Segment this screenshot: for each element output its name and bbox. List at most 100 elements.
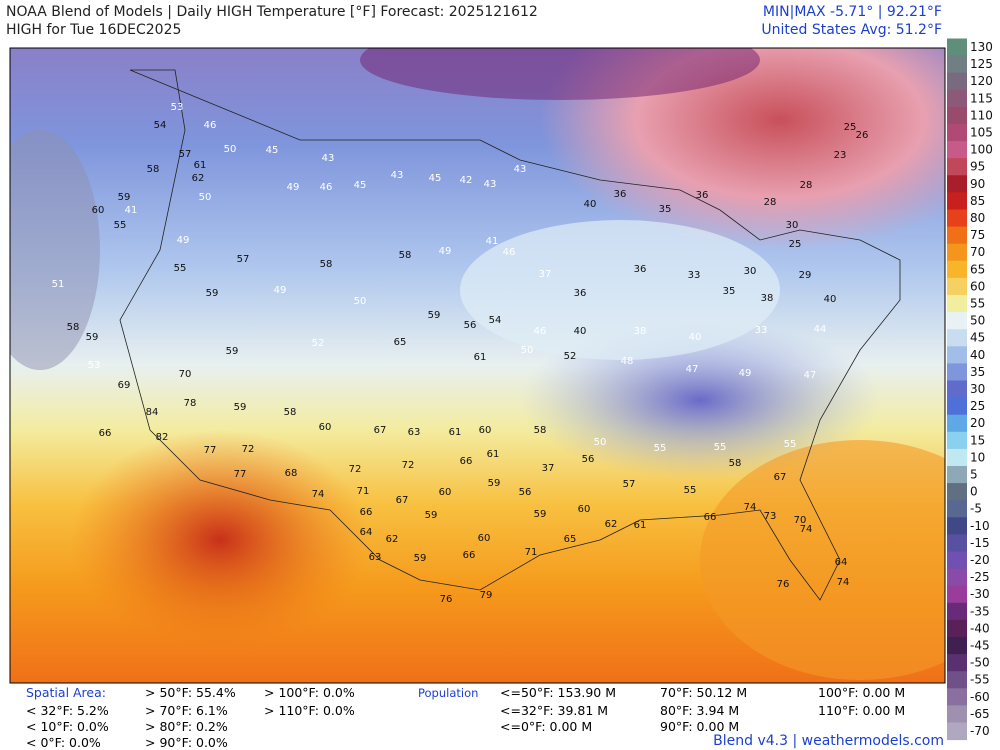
station-temp: 59: [118, 192, 131, 203]
station-temp: 53: [88, 360, 101, 371]
station-temp: 45: [266, 145, 279, 156]
station-temp: 58: [284, 407, 297, 418]
station-temp: 82: [156, 432, 169, 443]
station-temp: 66: [360, 507, 373, 518]
scale-swatch: [947, 517, 967, 535]
scale-swatch: [947, 295, 967, 313]
station-temp: 52: [564, 351, 577, 362]
station-temp: 58: [534, 425, 547, 436]
scale-swatch: [947, 346, 967, 364]
scale-label: -55: [970, 673, 990, 687]
footer-stat: > 50°F: 55.4%: [145, 685, 236, 700]
scale-swatch: [947, 380, 967, 399]
title: NOAA Blend of Models | Daily HIGH Temper…: [6, 4, 538, 20]
station-temp: 40: [824, 294, 837, 305]
station-temp: 59: [414, 553, 427, 564]
station-temp: 23: [834, 150, 847, 161]
scale-swatch: [947, 260, 967, 279]
station-temp: 61: [194, 160, 207, 171]
scale-label: -15: [970, 536, 990, 550]
station-temp: 60: [439, 487, 452, 498]
station-temp: 69: [118, 380, 131, 391]
scale-swatch: [947, 243, 967, 262]
credit: Blend v4.3 | weathermodels.com: [713, 733, 944, 749]
station-temp: 49: [287, 182, 300, 193]
scale-label: 45: [970, 331, 985, 345]
scale-swatch: [947, 705, 967, 723]
station-temp: 52: [312, 338, 325, 349]
station-temp: 59: [488, 478, 501, 489]
station-temp: 40: [584, 199, 597, 210]
station-temp: 67: [396, 495, 409, 506]
station-temp: 63: [369, 552, 382, 563]
station-temp: 66: [704, 512, 717, 523]
scale-label: -20: [970, 553, 990, 567]
scale-swatch: [947, 637, 967, 655]
station-temp: 49: [177, 235, 190, 246]
station-temp: 61: [487, 449, 500, 460]
station-temp: 70: [179, 369, 192, 380]
scale-label: 90: [970, 177, 985, 191]
station-temp: 58: [399, 250, 412, 261]
scale-label: 85: [970, 194, 985, 208]
footer-stat: <=32°F: 39.81 M: [500, 703, 609, 718]
scale-label: 125: [970, 57, 993, 71]
station-temp: 49: [274, 285, 287, 296]
station-temp: 46: [204, 120, 217, 131]
scale-swatch: [947, 226, 967, 245]
station-temp: 74: [744, 502, 757, 513]
scale-swatch: [947, 688, 967, 706]
scale-label: -35: [970, 604, 990, 618]
scale-label: 70: [970, 245, 985, 259]
station-temp: 59: [226, 346, 239, 357]
scale-label: 100: [970, 143, 993, 157]
scale-swatch: [947, 106, 967, 125]
station-temp: 68: [285, 468, 298, 479]
footer-stat: <=0°F: 0.00 M: [500, 719, 593, 734]
station-temp: 42: [460, 175, 473, 186]
station-temp: 72: [349, 464, 362, 475]
scale-swatch: [947, 722, 967, 741]
station-temp: 43: [484, 179, 497, 190]
scale-label: 0: [970, 485, 978, 499]
population-label: Population: [418, 686, 479, 700]
scale-swatch: [947, 619, 967, 638]
station-temp: 28: [764, 197, 777, 208]
station-temp: 58: [147, 164, 160, 175]
footer-stat: 100°F: 0.00 M: [818, 685, 906, 700]
station-temp: 45: [429, 173, 442, 184]
station-temp: 25: [844, 122, 857, 133]
station-temp: 37: [542, 463, 555, 474]
scale-label: -45: [970, 639, 990, 653]
station-temp: 60: [478, 533, 491, 544]
station-temp: 57: [179, 149, 192, 160]
station-temp: 62: [386, 534, 399, 545]
map-field: [10, 48, 945, 683]
station-temp: 49: [739, 368, 752, 379]
station-temp: 36: [634, 264, 647, 275]
scale-label: -40: [970, 621, 990, 635]
scale-swatch: [947, 534, 967, 552]
us-average: United States Avg: 51.2°F: [761, 22, 942, 38]
scale-swatch: [947, 158, 967, 176]
station-temp: 33: [688, 270, 701, 281]
station-temp: 50: [594, 437, 607, 448]
scale-swatch: [947, 124, 967, 142]
station-temp: 46: [503, 247, 516, 258]
station-temp: 55: [714, 442, 727, 453]
station-temp: 50: [224, 144, 237, 155]
scale-label: 110: [970, 108, 993, 122]
station-temp: 30: [786, 220, 799, 231]
station-temp: 25: [789, 239, 802, 250]
station-temp: 35: [659, 204, 672, 215]
footer-stat: > 100°F: 0.0%: [264, 685, 355, 700]
footer-stat: < 10°F: 0.0%: [26, 719, 109, 734]
station-temp: 74: [312, 489, 325, 500]
scale-label: 55: [970, 297, 985, 311]
station-temp: 67: [774, 472, 787, 483]
scale-label: -60: [970, 690, 990, 704]
station-temp: 59: [86, 332, 99, 343]
station-temp: 62: [192, 173, 205, 184]
station-temp: 79: [480, 590, 493, 601]
